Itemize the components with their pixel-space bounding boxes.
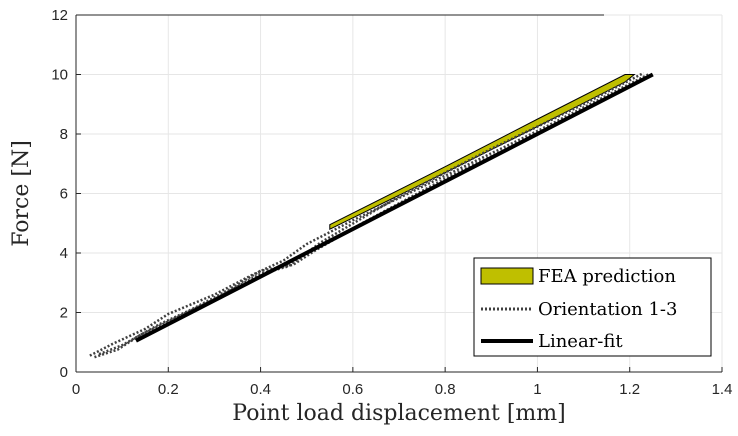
ticks: 0 0.2 0.4 0.6 0.8 1 1.2 1.4 0 2 4 6 8 10 12 [51,7,732,398]
orientation-1-3-line [89,73,649,357]
legend-label-orientation-1-3: Orientation 1-3 [538,299,677,320]
x-tick-label: 0.4 [250,381,271,398]
legend-label-linear-fit: Linear-fit [538,331,623,352]
legend: FEA prediction Orientation 1-3 Linear-fi… [473,257,712,357]
x-tick-label: 1.2 [619,381,640,398]
x-axis-label: Point load displacement [mm] [232,401,565,426]
legend-swatch-fea-prediction [480,267,534,285]
x-tick-label: 0.2 [158,381,179,398]
y-axis-label: Force [N] [9,140,34,247]
y-tick-label: 2 [60,305,68,322]
plot-area [89,71,654,359]
y-tick-label: 8 [60,126,68,143]
fea-prediction-band [329,74,636,231]
x-tick-label: 0 [72,381,80,398]
y-tick-label: 12 [51,7,68,24]
y-tick-label: 6 [60,186,68,203]
x-tick-label: 1.4 [712,381,733,398]
linear-fit-line [135,72,654,343]
y-tick-label: 10 [51,67,68,84]
legend-label-fea-prediction: FEA prediction [538,266,676,287]
x-tick-label: 0.8 [435,381,456,398]
y-tick-label: 4 [60,245,68,262]
x-tick-label: 1 [533,381,541,398]
x-tick-label: 0.6 [342,381,363,398]
y-tick-label: 0 [60,364,68,381]
